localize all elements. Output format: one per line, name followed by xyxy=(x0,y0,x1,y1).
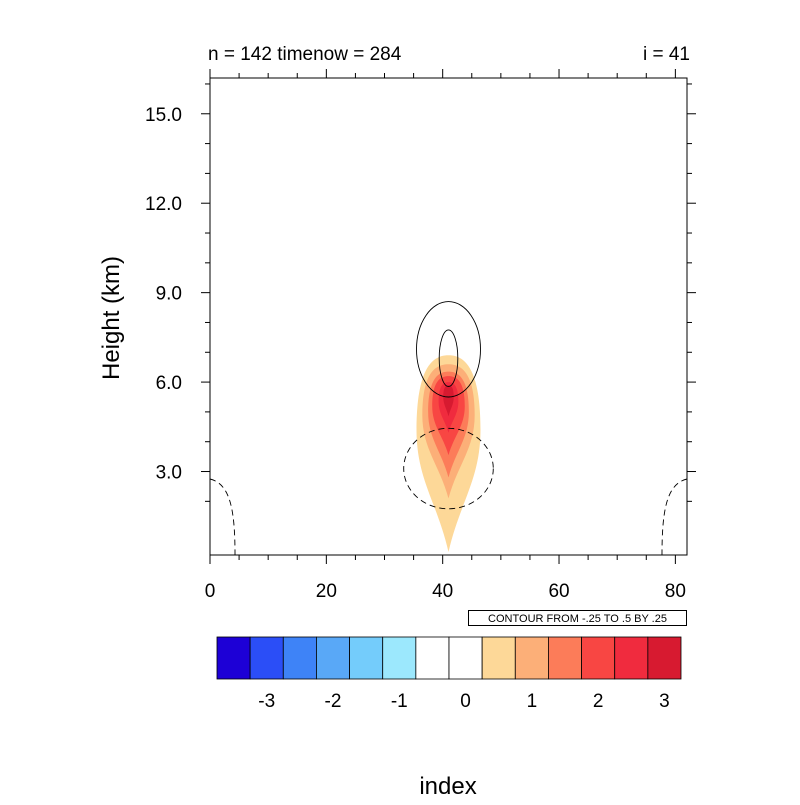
colorbar-swatch xyxy=(282,636,317,680)
colorbar-swatch xyxy=(614,636,649,680)
colorbar-swatch xyxy=(448,636,483,680)
colorbar-tick-label: 0 xyxy=(460,691,471,712)
colorbar-swatch xyxy=(581,636,616,680)
x-tick-label: 60 xyxy=(548,581,569,602)
colorbar-swatch xyxy=(415,636,450,680)
colorbar-tick-label: 1 xyxy=(527,691,538,712)
title-right: i = 41 xyxy=(642,44,690,65)
colorbar-swatch xyxy=(514,636,549,680)
colorbar-swatch xyxy=(647,636,682,680)
colorbar-tick-label: 3 xyxy=(659,691,670,712)
colorbar-tick-label: -3 xyxy=(258,691,275,712)
y-tick-label: 3.0 xyxy=(156,463,182,484)
plot-area xyxy=(210,301,687,555)
colorbar-swatch xyxy=(349,636,384,680)
colorbar-tick-label: -1 xyxy=(391,691,408,712)
colorbar-swatch xyxy=(382,636,417,680)
dashed-contour-left-edge xyxy=(210,478,236,555)
solid-contour-0 xyxy=(416,301,481,398)
x-tick-label: 0 xyxy=(205,581,216,602)
dashed-contour-right-edge xyxy=(661,478,687,555)
x-tick-label: 20 xyxy=(316,581,337,602)
y-tick-label: 12.0 xyxy=(145,194,182,215)
y-tick-label: 9.0 xyxy=(156,284,182,305)
plot-frame xyxy=(209,77,688,556)
contour-info-box: CONTOUR FROM -.25 TO .5 BY .25 xyxy=(468,610,687,626)
colorbar-tick-label: 2 xyxy=(593,691,604,712)
colorbar-swatch xyxy=(316,636,350,680)
x-tick-label: 80 xyxy=(665,581,686,602)
y-tick-label: 6.0 xyxy=(156,373,182,394)
title-left: n = 142 timenow = 284 xyxy=(208,44,402,65)
y-tick-label: 15.0 xyxy=(145,105,182,126)
x-tick-label: 40 xyxy=(432,581,453,602)
x-axis-label: index xyxy=(419,773,477,800)
colorbar-swatch xyxy=(216,636,251,680)
colorbar-tick-label: -2 xyxy=(325,691,342,712)
colorbar-swatch xyxy=(481,636,516,680)
dashed-contour-0 xyxy=(403,427,494,510)
colorbar-swatch xyxy=(249,636,284,680)
filled-contour-5 xyxy=(443,385,454,417)
colorbar-swatch xyxy=(548,636,582,680)
solid-contour-1 xyxy=(438,329,459,388)
y-axis-label: Height (km) xyxy=(98,255,125,381)
